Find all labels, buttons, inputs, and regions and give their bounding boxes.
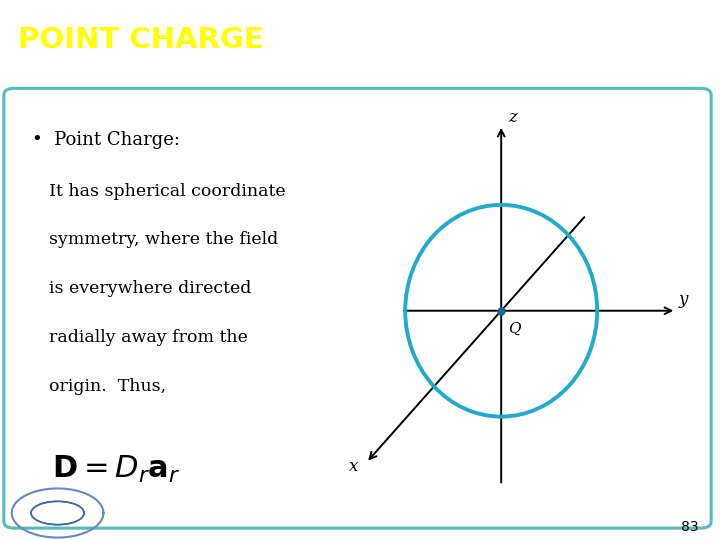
Text: radially away from the: radially away from the xyxy=(49,329,248,346)
Text: z: z xyxy=(508,109,517,125)
Text: 83: 83 xyxy=(681,519,698,534)
Text: $\mathbf{D} = D_r\mathbf{a}_r$: $\mathbf{D} = D_r\mathbf{a}_r$ xyxy=(53,454,181,485)
Text: y: y xyxy=(678,291,688,308)
Text: symmetry, where the field: symmetry, where the field xyxy=(49,231,278,248)
Text: Q: Q xyxy=(508,322,521,336)
Text: is everywhere directed: is everywhere directed xyxy=(49,280,251,297)
FancyBboxPatch shape xyxy=(4,89,711,528)
Text: •  Point Charge:: • Point Charge: xyxy=(32,131,180,149)
Text: POINT CHARGE: POINT CHARGE xyxy=(18,26,264,54)
Text: It has spherical coordinate: It has spherical coordinate xyxy=(49,183,286,199)
Text: origin.  Thus,: origin. Thus, xyxy=(49,378,166,395)
Text: x: x xyxy=(349,458,359,475)
